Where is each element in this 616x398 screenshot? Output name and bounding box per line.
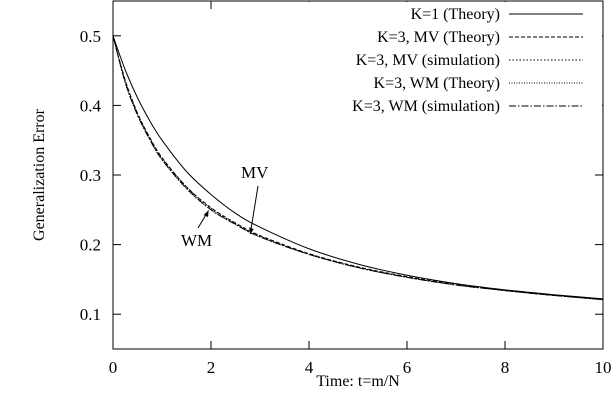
legend: K=1 (Theory) K=3, MV (Theory) K=3, MV (sim… — [290, 2, 602, 122]
y-tick-label: 0.1 — [80, 305, 101, 324]
legend-label-1: K=1 (Theory) — [411, 6, 500, 23]
legend-background — [290, 2, 602, 122]
y-tick-label: 0.3 — [80, 166, 101, 185]
annotation-wm: WM — [181, 231, 212, 250]
x-tick-label: 8 — [501, 358, 510, 377]
x-tick-label: 6 — [403, 358, 412, 377]
plot-curves — [112, 35, 604, 301]
legend-label-3: K=3, MV (simulation) — [356, 52, 500, 69]
y-tick-label: 0.4 — [80, 96, 102, 115]
annotations: MV WM — [181, 163, 269, 250]
series-line-4 — [112, 35, 604, 301]
series-line-1 — [112, 35, 604, 300]
x-tick-label: 4 — [305, 358, 314, 377]
x-tick-label: 10 — [595, 358, 612, 377]
annotation-mv: MV — [241, 163, 269, 182]
y-tick-label: 0.2 — [80, 236, 101, 255]
annotation-wm-arrowhead — [203, 210, 209, 217]
legend-label-5: K=3, WM (simulation) — [352, 98, 500, 115]
legend-label-4: K=3, WM (Theory) — [374, 75, 500, 92]
y-axis-label: Generalization Error — [31, 108, 48, 241]
annotation-mv-arrow — [249, 185, 259, 235]
x-tick-label: 2 — [207, 358, 216, 377]
x-tick-label: 0 — [109, 358, 118, 377]
y-tick-label: 0.5 — [80, 27, 101, 46]
series-line-5 — [112, 35, 604, 301]
x-axis-label: Time: t=m/N — [316, 373, 400, 390]
annotation-mv-arrowhead — [249, 227, 254, 235]
legend-label-2: K=3, MV (Theory) — [377, 29, 500, 46]
